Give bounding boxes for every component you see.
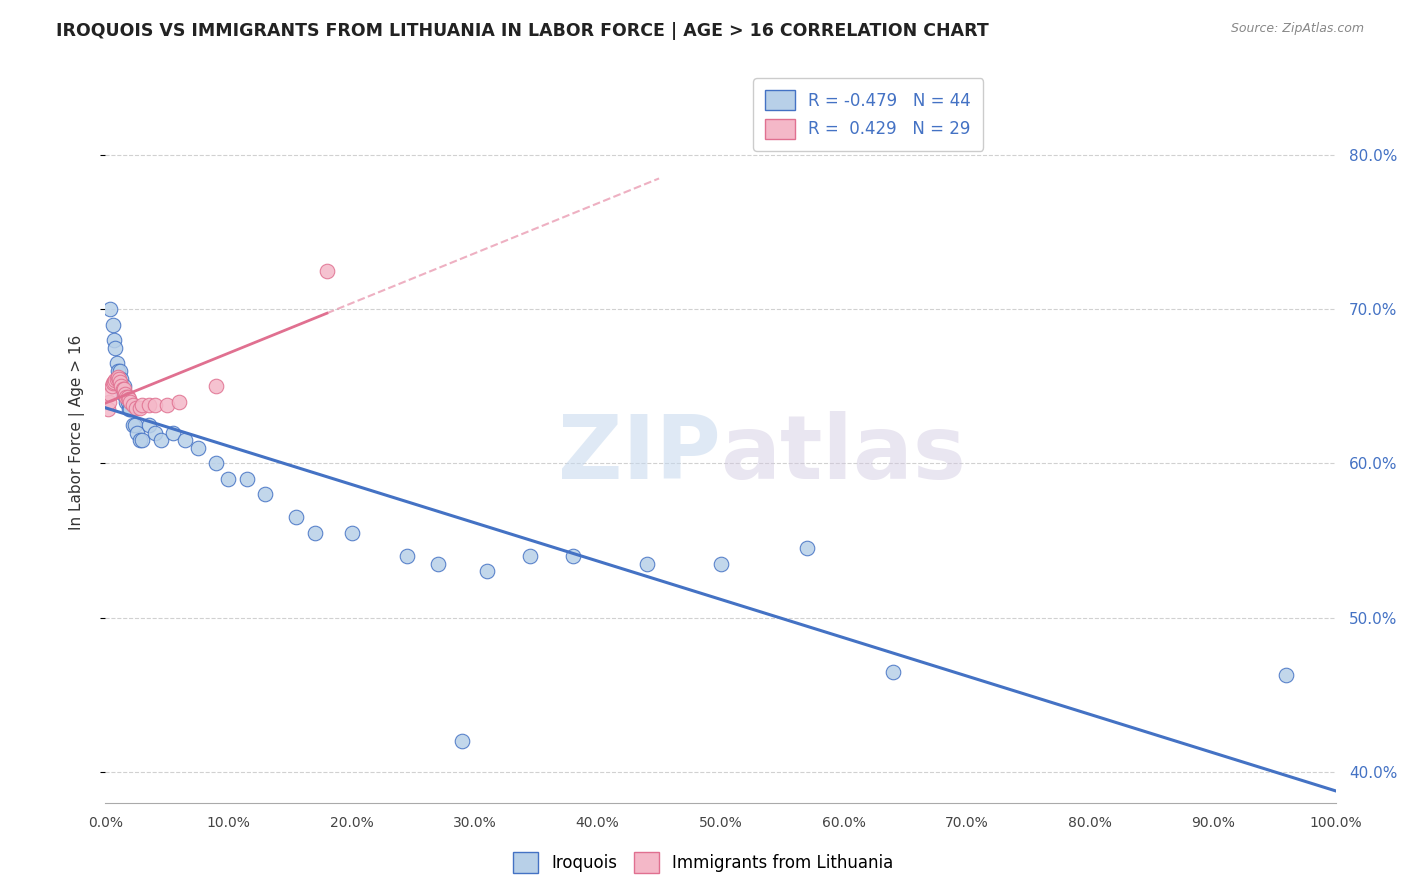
- Text: ZIP: ZIP: [558, 411, 721, 499]
- Point: [710, 557, 733, 571]
- Point: [98, 387, 122, 401]
- Point: [1275, 667, 1298, 681]
- Point: [121, 417, 143, 432]
- Point: [111, 383, 134, 397]
- Point: [129, 434, 152, 448]
- Point: [97, 402, 120, 417]
- Point: [110, 379, 132, 393]
- Point: [115, 394, 138, 409]
- Point: [882, 665, 904, 679]
- Point: [105, 356, 128, 370]
- Legend: R = -0.479   N = 44, R =  0.429   N = 29: R = -0.479 N = 44, R = 0.429 N = 29: [754, 78, 983, 151]
- Point: [138, 398, 160, 412]
- Point: [218, 472, 240, 486]
- Text: atlas: atlas: [721, 411, 966, 499]
- Point: [205, 457, 228, 471]
- Point: [103, 375, 125, 389]
- Point: [254, 487, 277, 501]
- Point: [125, 401, 148, 415]
- Point: [149, 434, 172, 448]
- Point: [117, 390, 139, 404]
- Point: [100, 379, 122, 393]
- Point: [129, 401, 152, 415]
- Point: [120, 402, 141, 417]
- Point: [117, 394, 139, 409]
- Point: [104, 341, 127, 355]
- Point: [114, 387, 136, 401]
- Point: [426, 557, 449, 571]
- Point: [236, 472, 259, 486]
- Point: [187, 441, 209, 455]
- Point: [120, 394, 141, 409]
- Point: [451, 734, 474, 748]
- Point: [105, 371, 128, 385]
- Point: [174, 434, 197, 448]
- Point: [143, 425, 166, 440]
- Point: [519, 549, 541, 563]
- Point: [395, 549, 418, 563]
- Point: [315, 263, 337, 277]
- Point: [101, 318, 124, 332]
- Point: [118, 392, 141, 406]
- Point: [115, 390, 138, 404]
- Point: [127, 425, 149, 440]
- Point: [98, 302, 122, 317]
- Point: [131, 434, 153, 448]
- Point: [121, 398, 143, 412]
- Point: [124, 417, 146, 432]
- Point: [285, 510, 308, 524]
- Point: [205, 379, 228, 393]
- Point: [162, 425, 184, 440]
- Point: [112, 383, 135, 397]
- Point: [101, 376, 124, 391]
- Text: IROQUOIS VS IMMIGRANTS FROM LITHUANIA IN LABOR FORCE | AGE > 16 CORRELATION CHAR: IROQUOIS VS IMMIGRANTS FROM LITHUANIA IN…: [56, 22, 988, 40]
- Legend: Iroquois, Immigrants from Lithuania: Iroquois, Immigrants from Lithuania: [506, 846, 900, 880]
- Point: [143, 398, 166, 412]
- Point: [98, 394, 121, 409]
- Point: [340, 525, 363, 540]
- Point: [156, 398, 179, 412]
- Point: [169, 394, 191, 409]
- Y-axis label: In Labor Force | Age > 16: In Labor Force | Age > 16: [69, 335, 84, 530]
- Point: [104, 373, 127, 387]
- Point: [112, 379, 135, 393]
- Point: [107, 364, 129, 378]
- Point: [138, 417, 160, 432]
- Point: [108, 371, 131, 385]
- Point: [118, 402, 141, 417]
- Point: [111, 387, 134, 401]
- Point: [107, 370, 129, 384]
- Text: Source: ZipAtlas.com: Source: ZipAtlas.com: [1230, 22, 1364, 36]
- Point: [304, 525, 326, 540]
- Point: [110, 371, 132, 385]
- Point: [110, 375, 132, 389]
- Point: [562, 549, 585, 563]
- Point: [114, 387, 136, 401]
- Point: [475, 565, 498, 579]
- Point: [131, 398, 153, 412]
- Point: [103, 333, 125, 347]
- Point: [636, 557, 658, 571]
- Point: [110, 364, 132, 378]
- Point: [796, 541, 818, 556]
